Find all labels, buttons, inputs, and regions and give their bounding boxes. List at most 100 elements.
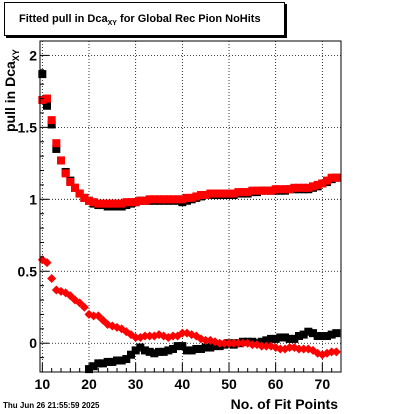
data-point-square [159,347,168,356]
x-tick-label: 60 [268,376,284,392]
data-point-square [136,196,145,205]
data-point-square [183,346,191,355]
data-point-square [327,330,336,339]
data-point-square [201,190,210,199]
data-point-diamond [47,273,57,283]
data-point-diamond [299,344,309,354]
data-point-square [206,343,215,352]
chart-title: Fitted pull in DcaXY for Global Rec Pion… [19,13,261,27]
data-point-diamond [331,347,341,357]
y-axis-label: pull in DcaXY [2,49,21,132]
data-point-diamond [294,344,304,354]
y-tick-label: 2 [29,47,37,63]
data-point-diamond [275,344,285,354]
data-point-square [99,199,107,208]
axis-tick-labels: 10 20 30 40 50 60 70 0 0.5 1 1.5 2 [18,47,331,392]
data-point-diamond [140,331,150,341]
data-point-square [122,198,131,207]
chart-grid [40,41,341,372]
data-point-square [94,359,103,368]
data-point-square [234,188,243,197]
data-point-square [57,156,65,165]
data-point-square [290,183,299,192]
data-point-square [47,116,56,125]
y-tick-label: 1 [29,191,37,207]
data-point-square [183,193,191,202]
data-point-square [299,330,308,339]
data-point-square [281,333,289,342]
data-point-square [239,188,247,197]
data-point-square [169,195,177,204]
data-point-square [229,189,238,198]
data-point-square [267,334,275,343]
chart-title-subscript: XY [107,20,117,27]
data-point-square [271,334,280,343]
data-point-diamond [233,338,243,348]
data-point-square [43,94,51,103]
data-point-square [215,189,224,198]
data-point-square [131,346,140,355]
data-point-square [192,344,201,353]
data-point-square [295,332,303,341]
data-point-square [318,332,327,341]
data-point-diamond [131,332,141,342]
data-point-square [52,139,61,148]
data-point-square [206,189,215,198]
data-point-diamond [229,338,239,348]
data-point-square [197,190,205,199]
data-point-square [290,334,299,343]
data-point-square [262,336,271,345]
y-tick-label: 0.5 [18,263,38,279]
data-point-diamond [285,343,295,353]
data-point-square [52,144,61,153]
data-point-square [99,359,107,368]
data-point-square [164,195,173,204]
data-point-square [122,355,131,364]
y-axis-label-main: pull in Dca [2,61,18,132]
axis-ticks [40,40,342,372]
data-point-square [113,356,121,365]
data-point-square [299,183,308,192]
data-point-square [313,180,322,189]
data-point-square [89,198,98,207]
data-point-square [327,173,336,182]
data-point-square [103,199,112,208]
data-point-square [117,199,126,208]
data-point-square [304,183,313,192]
data-point-square [187,346,196,355]
data-point-square [192,192,201,201]
data-point-square [253,186,261,195]
date-stamp: Thu Jun 26 21:55:59 2025 [3,401,100,410]
data-point-square [173,342,182,351]
data-point-square [309,182,317,191]
data-point-square [276,185,285,194]
data-point-diamond [201,335,211,345]
data-point-square [243,188,252,197]
data-point-diamond [215,338,225,348]
data-point-square [89,362,98,371]
data-point-square [323,332,331,341]
data-point-square [113,199,121,208]
data-point-square [248,186,257,195]
data-point-square [323,176,331,185]
data-point-square [201,343,210,352]
data-point-square [276,333,285,342]
data-point-diamond [238,338,248,348]
data-point-square [197,344,205,353]
data-point-square [61,169,70,178]
data-point-square [141,196,149,205]
data-point-diamond [145,331,155,341]
data-point-square [108,357,117,366]
data-point-square [131,198,140,207]
x-tick-label: 30 [128,376,144,392]
data-point-square [94,199,103,208]
data-point-square [169,344,177,353]
data-point-square [43,101,51,110]
data-point-square [295,183,303,192]
chart-title-prefix: Fitted pull in Dca [19,13,108,25]
data-point-square [262,186,271,195]
data-point-square [155,347,163,356]
data-point-diamond [261,341,271,351]
y-tick-label: 0 [29,335,37,351]
data-point-diamond [168,331,178,341]
